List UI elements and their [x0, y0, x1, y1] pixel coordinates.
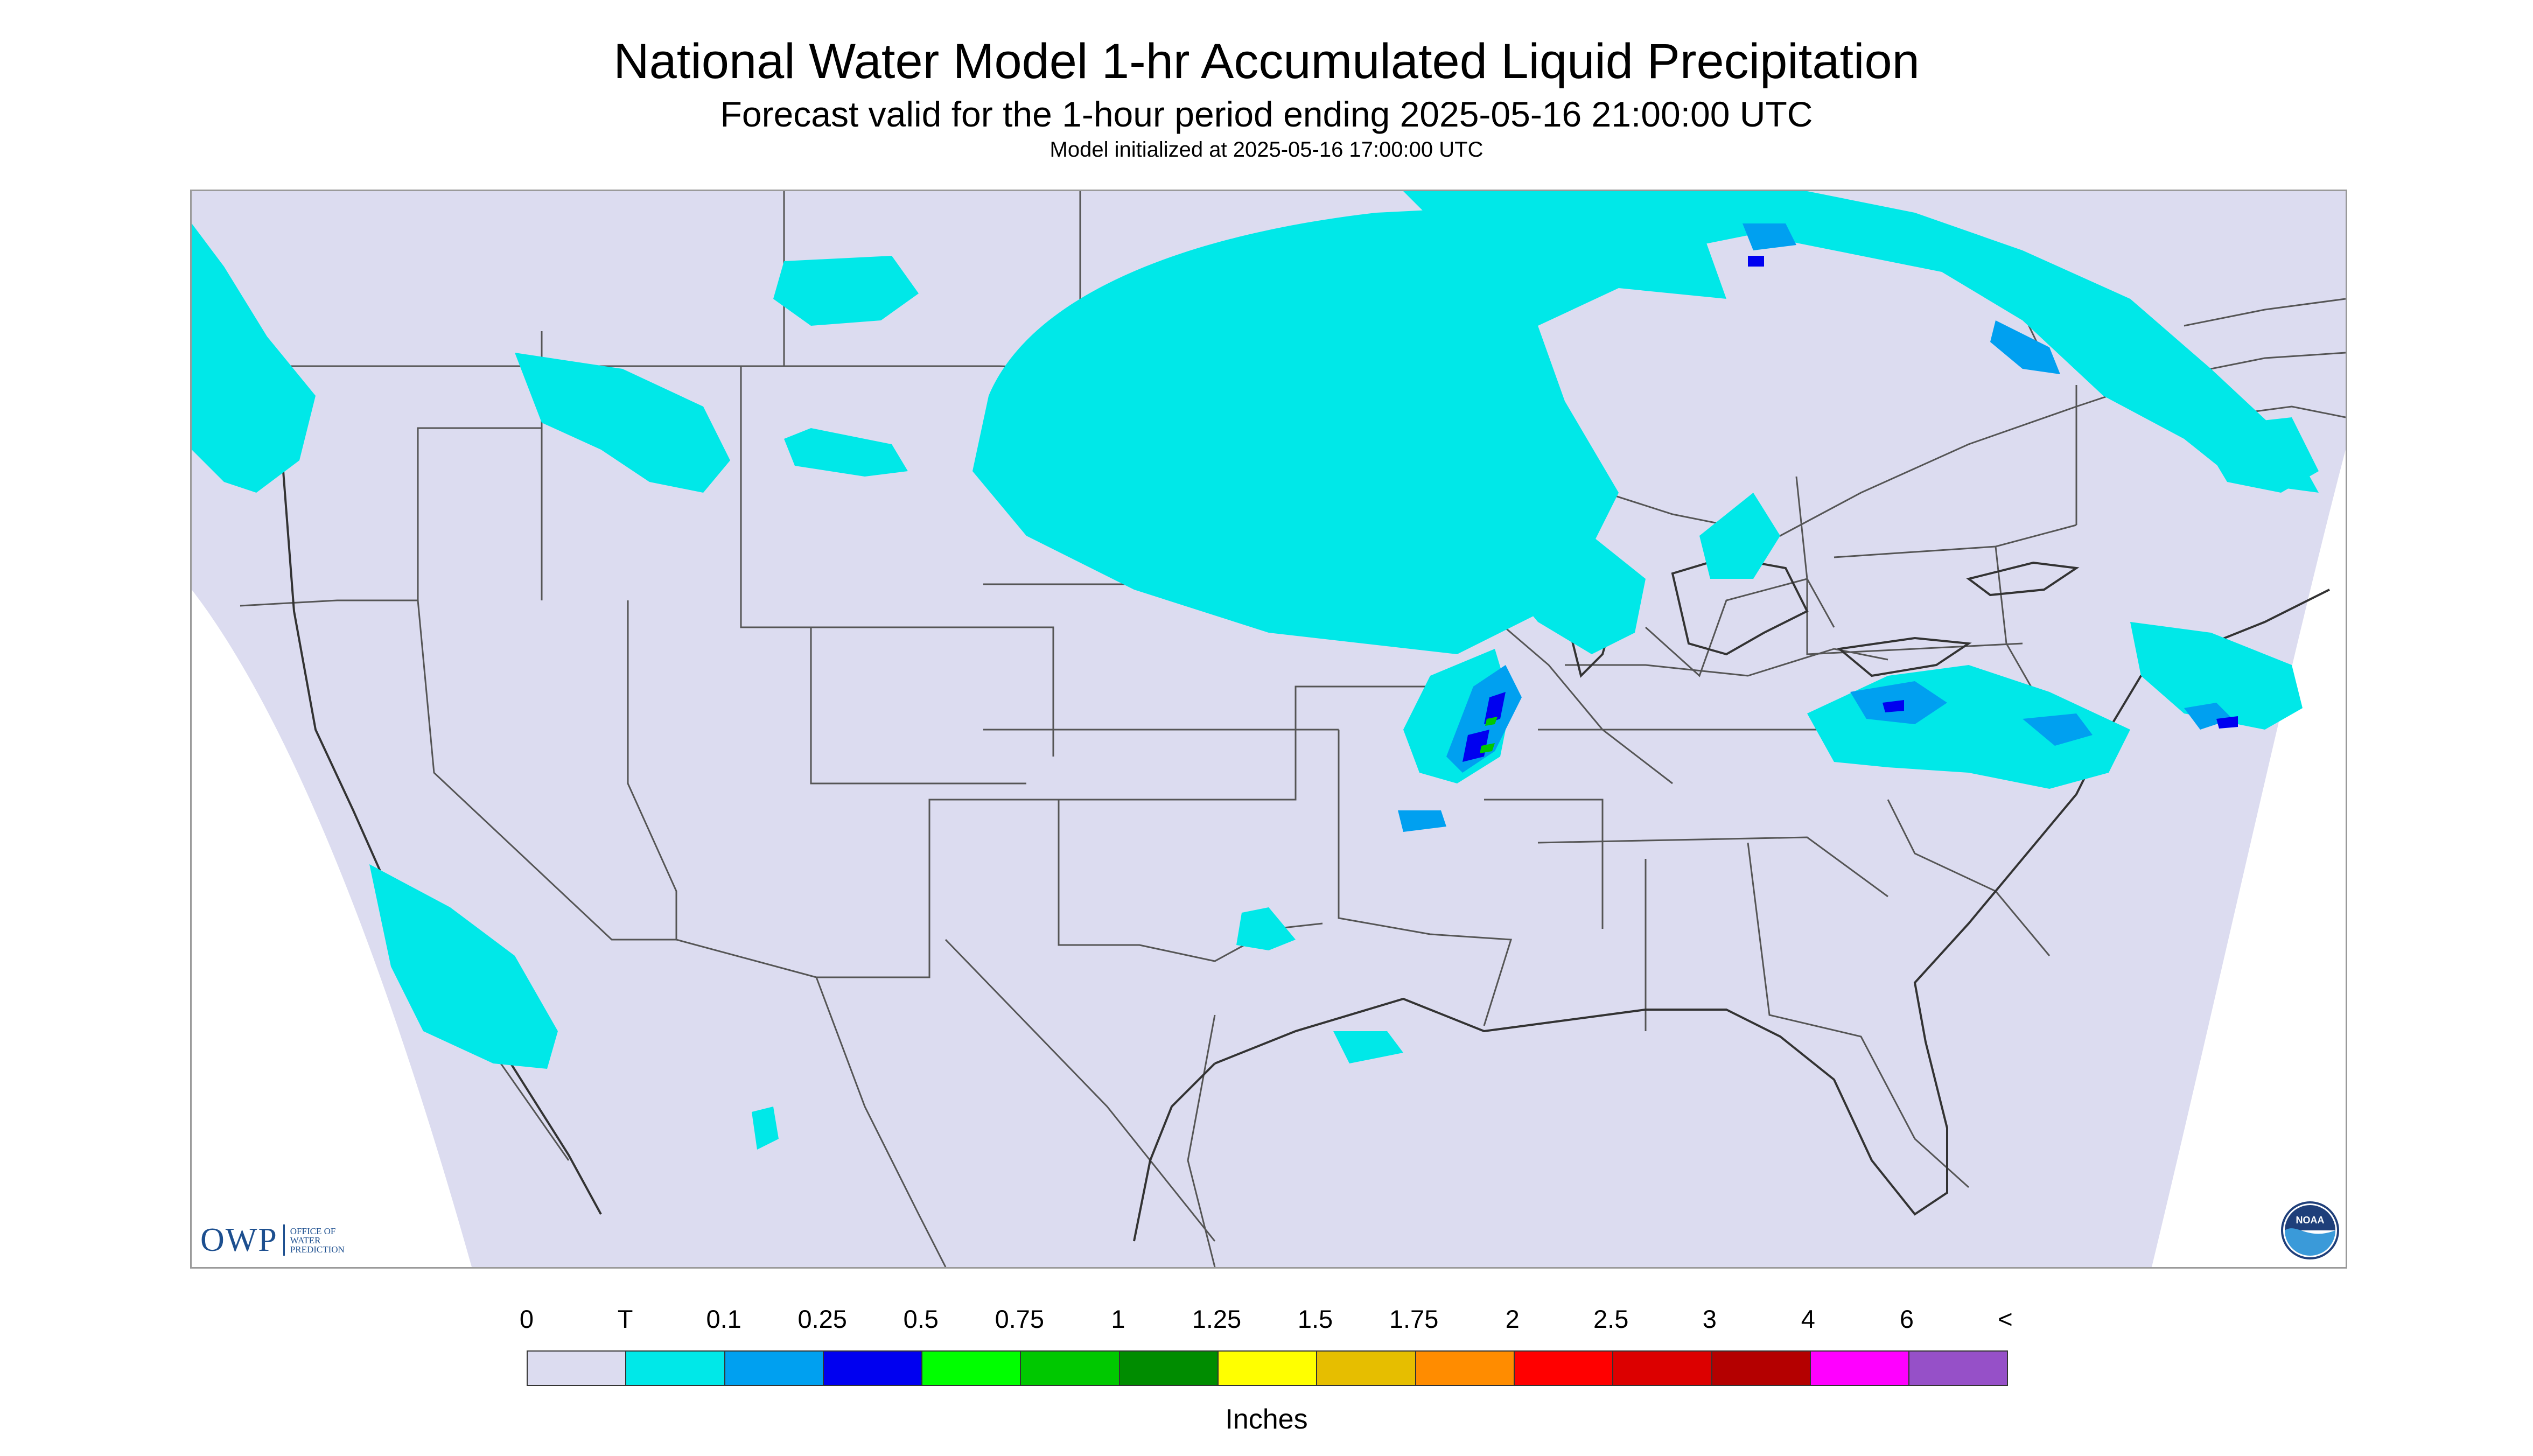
- owp-logo-caption: OFFICE OF WATER PREDICTION: [290, 1227, 345, 1254]
- legend-swatch: [1810, 1352, 1910, 1385]
- owp-logo-text: OWP: [200, 1221, 278, 1258]
- legend-swatch: [922, 1352, 1021, 1385]
- legend-swatch: [1514, 1352, 1614, 1385]
- legend-swatch: [1613, 1352, 1712, 1385]
- legend-label: 4: [1801, 1305, 1815, 1333]
- precip-0.25: [1463, 256, 2238, 762]
- legend-label: 0.1: [706, 1305, 741, 1333]
- legend-label: 2.5: [1593, 1305, 1629, 1333]
- owp-logo-divider: [283, 1224, 285, 1256]
- legend-swatch: [823, 1352, 923, 1385]
- color-legend: 0 T 0.1 0.25 0.5 0.75 1 1.25 1.5 1.75 2 2.5 3 4 6 <: [520, 1304, 2013, 1386]
- owp-logo: OWP OFFICE OF WATER PREDICTION: [200, 1221, 345, 1259]
- legend-label: 6: [1899, 1305, 1914, 1333]
- legend-label: 0.75: [995, 1305, 1045, 1333]
- legend-swatch: [725, 1352, 824, 1385]
- legend-label: 1.75: [1389, 1305, 1439, 1333]
- chart-subtitle: Forecast valid for the 1-hour period end…: [720, 94, 1813, 134]
- legend-label: 2: [1505, 1305, 1520, 1333]
- legend-swatch: [1021, 1352, 1120, 1385]
- precipitation-map: [190, 190, 2347, 1269]
- legend-label: 1: [1111, 1305, 1125, 1333]
- legend-label: 1.5: [1297, 1305, 1333, 1333]
- owp-logo-line: WATER: [290, 1235, 321, 1245]
- legend-label: 0.25: [797, 1305, 847, 1333]
- legend-units: Inches: [1225, 1404, 1308, 1435]
- legend-label: 1.25: [1192, 1305, 1242, 1333]
- map-canvas: [192, 191, 2346, 1267]
- legend-swatch: [1119, 1352, 1219, 1385]
- legend-colorbar: [527, 1350, 2009, 1386]
- legend-labels: 0 T 0.1 0.25 0.5 0.75 1 1.25 1.5 1.75 2 2.5 3 4 6 <: [520, 1304, 2013, 1336]
- legend-label: <: [1998, 1305, 2013, 1333]
- legend-label: 0.5: [903, 1305, 939, 1333]
- legend-swatch: [1712, 1352, 1811, 1385]
- owp-logo-line: PREDICTION: [290, 1244, 345, 1255]
- legend-swatch: [1219, 1352, 1318, 1385]
- model-init-label: Model initialized at 2025-05-16 17:00:00…: [1049, 138, 1484, 162]
- legend-swatch: [1416, 1352, 1515, 1385]
- precip-0.5: [1480, 717, 1498, 753]
- legend-label: 3: [1702, 1305, 1717, 1333]
- noaa-logo: NOAA: [2281, 1201, 2339, 1259]
- legend-label: T: [617, 1305, 633, 1333]
- legend-label: 0: [519, 1305, 534, 1333]
- noaa-logo-text: NOAA: [2296, 1215, 2325, 1226]
- legend-swatch: [1317, 1352, 1416, 1385]
- chart-title: National Water Model 1-hr Accumulated Li…: [613, 34, 1920, 89]
- precip-trace: [192, 191, 2319, 1150]
- legend-swatch: [528, 1352, 627, 1385]
- legend-swatch: [626, 1352, 725, 1385]
- legend-swatch: [1909, 1352, 2007, 1385]
- owp-logo-line: OFFICE OF: [290, 1226, 336, 1236]
